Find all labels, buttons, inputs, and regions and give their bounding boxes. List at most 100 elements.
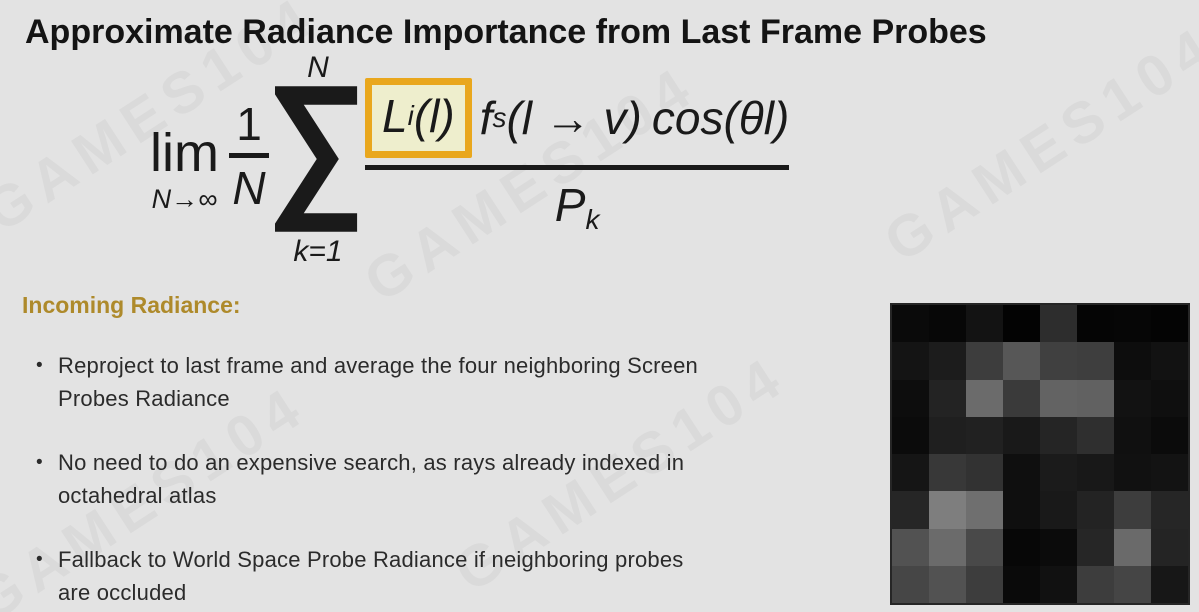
probe-pixel bbox=[1003, 491, 1040, 529]
probe-pixel bbox=[929, 305, 966, 343]
probe-pixel bbox=[966, 454, 1003, 492]
probe-pixel bbox=[1114, 416, 1151, 454]
radiance-term-argument: (l) bbox=[413, 90, 455, 142]
summation: N k=1 bbox=[274, 51, 361, 268]
probe-pixel bbox=[1114, 565, 1151, 603]
pdf-term-base: P bbox=[554, 179, 586, 231]
pdf-term-subscript: k bbox=[585, 204, 600, 235]
brdf-term-argument: (l → v) bbox=[506, 92, 642, 144]
bullet-marker: • bbox=[36, 452, 43, 473]
probe-pixel bbox=[966, 305, 1003, 343]
probe-pixel bbox=[1114, 454, 1151, 492]
probe-pixel bbox=[929, 342, 966, 380]
probe-pixel bbox=[1003, 528, 1040, 566]
probe-pixel bbox=[1151, 491, 1188, 529]
probe-pixel bbox=[892, 305, 929, 343]
cosine-argument: (θl) bbox=[723, 92, 790, 144]
probe-pixel bbox=[929, 454, 966, 492]
probe-pixel bbox=[929, 491, 966, 529]
probe-pixel bbox=[1151, 379, 1188, 417]
probe-pixel bbox=[1114, 491, 1151, 529]
probe-pixel bbox=[1077, 454, 1114, 492]
probe-pixel bbox=[1077, 342, 1114, 380]
limit-operator: lim N→∞ bbox=[150, 126, 219, 213]
probe-pixel bbox=[1077, 528, 1114, 566]
probe-pixel bbox=[929, 528, 966, 566]
probe-pixel bbox=[1040, 528, 1077, 566]
probe-pixel bbox=[1077, 491, 1114, 529]
list-item: • No need to do an expensive search, as … bbox=[36, 446, 856, 512]
list-item: • Fallback to World Space Probe Radiance… bbox=[36, 543, 856, 609]
probe-pixel bbox=[1003, 416, 1040, 454]
bullet-line: octahedral atlas bbox=[58, 483, 217, 508]
probe-pixel bbox=[1040, 454, 1077, 492]
probe-pixel bbox=[1040, 379, 1077, 417]
bullet-marker: • bbox=[36, 549, 43, 570]
probe-pixel bbox=[1151, 305, 1188, 343]
radiance-term-base: L bbox=[381, 90, 408, 142]
probe-pixel bbox=[1003, 454, 1040, 492]
probe-pixel bbox=[1151, 454, 1188, 492]
page-title: Approximate Radiance Importance from Las… bbox=[25, 13, 987, 51]
probe-pixel bbox=[892, 491, 929, 529]
probe-pixel bbox=[892, 416, 929, 454]
probe-pixel bbox=[1040, 342, 1077, 380]
probe-pixel bbox=[1040, 416, 1077, 454]
bullet-line: are occluded bbox=[58, 580, 187, 605]
integrand-denominator: Pk bbox=[555, 170, 600, 234]
bullet-line: Probes Radiance bbox=[58, 386, 230, 411]
fraction-denominator: N bbox=[232, 162, 266, 214]
fraction-numerator: 1 bbox=[236, 98, 262, 150]
probe-pixel bbox=[1114, 342, 1151, 380]
probe-pixel bbox=[1151, 528, 1188, 566]
probe-pixel bbox=[892, 342, 929, 380]
probe-pixel bbox=[1040, 491, 1077, 529]
probe-pixel bbox=[1114, 528, 1151, 566]
bullet-marker: • bbox=[36, 355, 43, 376]
probe-pixel bbox=[966, 491, 1003, 529]
probe-pixel bbox=[929, 379, 966, 417]
brdf-term-base: f bbox=[479, 92, 493, 144]
probe-pixel bbox=[966, 342, 1003, 380]
probe-pixel bbox=[929, 565, 966, 603]
probe-radiance-texture bbox=[890, 303, 1190, 605]
list-item: • Reproject to last frame and average th… bbox=[36, 349, 856, 415]
probe-pixel bbox=[1151, 565, 1188, 603]
bullet-line: Reproject to last frame and average the … bbox=[58, 353, 698, 378]
summation-upper-limit: N bbox=[307, 51, 329, 84]
probe-pixel bbox=[1040, 565, 1077, 603]
cosine-function: cos bbox=[651, 92, 724, 144]
lim-subscript: N→∞ bbox=[151, 183, 218, 214]
probe-pixel bbox=[1040, 305, 1077, 343]
brdf-term-subscript: s bbox=[492, 102, 507, 133]
bullet-text: No need to do an expensive search, as ra… bbox=[58, 446, 856, 512]
probe-pixel bbox=[1003, 379, 1040, 417]
probe-pixel bbox=[966, 379, 1003, 417]
probe-pixel bbox=[892, 379, 929, 417]
probe-pixel bbox=[1077, 416, 1114, 454]
probe-pixel bbox=[892, 454, 929, 492]
integrand-fraction-bar bbox=[364, 165, 790, 170]
probe-pixel bbox=[966, 565, 1003, 603]
probe-pixel bbox=[966, 416, 1003, 454]
probe-pixel bbox=[1114, 379, 1151, 417]
sigma-symbol bbox=[274, 86, 358, 232]
bullet-list: • Reproject to last frame and average th… bbox=[36, 349, 856, 612]
lim-word: lim bbox=[150, 122, 219, 183]
probe-pixel bbox=[1003, 565, 1040, 603]
probe-pixel bbox=[892, 565, 929, 603]
probe-pixel bbox=[1077, 565, 1114, 603]
probe-pixel bbox=[929, 416, 966, 454]
bullet-line: No need to do an expensive search, as ra… bbox=[58, 450, 685, 475]
probe-pixel bbox=[892, 528, 929, 566]
radiance-term-subscript: i bbox=[407, 100, 414, 131]
probe-pixel bbox=[1151, 342, 1188, 380]
summation-lower-limit: k=1 bbox=[293, 235, 343, 268]
bullet-text: Reproject to last frame and average the … bbox=[58, 349, 856, 415]
section-heading-incoming-radiance: Incoming Radiance: bbox=[22, 292, 241, 318]
